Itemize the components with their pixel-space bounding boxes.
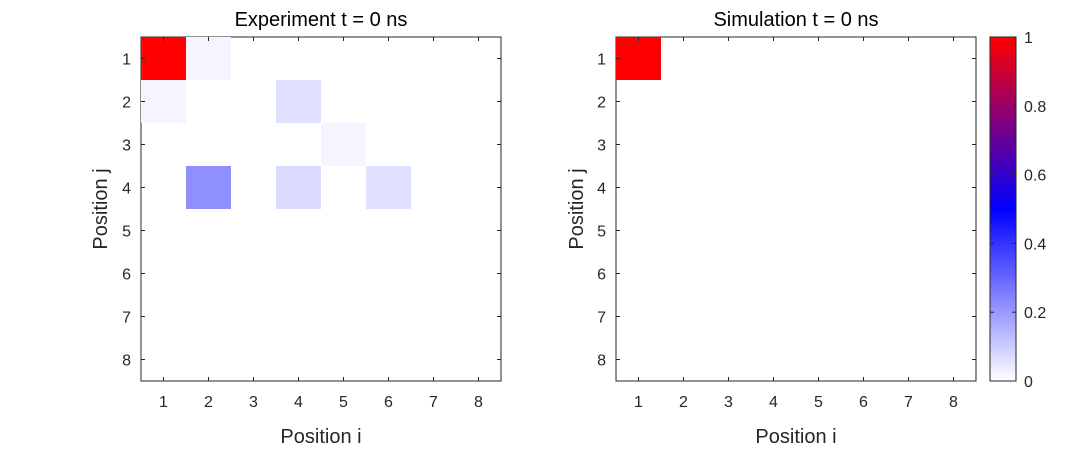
simulation-x-tick-label: 8	[949, 394, 958, 411]
simulation-y-axis-label: Position j	[566, 168, 588, 249]
simulation-x-tick-label: 3	[724, 394, 733, 411]
experiment-cell-6-4	[366, 166, 411, 209]
experiment-cell-4-4	[276, 166, 321, 209]
simulation-y-tick-label: 5	[597, 224, 606, 241]
experiment-x-axis-label: Position i	[280, 426, 361, 448]
simulation-title: Simulation t = 0 ns	[713, 9, 878, 31]
simulation-x-tick-label: 1	[634, 394, 643, 411]
colorbar-gradient	[990, 37, 1016, 381]
experiment-x-tick-label: 4	[294, 394, 303, 411]
colorbar-tick-label: 1	[1024, 30, 1033, 47]
experiment-title: Experiment t = 0 ns	[235, 9, 408, 31]
experiment-y-tick-label: 6	[122, 267, 131, 284]
experiment-y-tick-label: 3	[122, 138, 131, 155]
simulation-ticks: 1 2 3 4 5 6 7 8 1 2 3 4 5 6 7 8	[597, 37, 976, 411]
simulation-x-tick-label: 2	[679, 394, 688, 411]
experiment-y-tick-label: 4	[122, 181, 131, 198]
simulation-x-axis-label: Position i	[755, 426, 836, 448]
colorbar-tick-label: 0	[1024, 374, 1033, 391]
colorbar-tick-label: 0.8	[1024, 99, 1046, 116]
experiment-y-tick-label: 7	[122, 310, 131, 327]
experiment-y-tick-label: 2	[122, 95, 131, 112]
colorbar-ticks: 0 0.2 0.4 0.6 0.8 1	[990, 30, 1046, 391]
experiment-ticks: 1 2 3 4 5 6 7 8 1 2 3 4 5 6 7 8	[122, 37, 501, 411]
simulation-x-tick-label: 4	[769, 394, 778, 411]
experiment-y-tick-label: 5	[122, 224, 131, 241]
simulation-x-tick-label: 5	[814, 394, 823, 411]
colorbar-tick-label: 0.6	[1024, 168, 1046, 185]
experiment-x-tick-label: 5	[339, 394, 348, 411]
experiment-cell-1-2	[141, 80, 186, 123]
experiment-cell-2-4	[186, 166, 231, 209]
colorbar: 0 0.2 0.4 0.6 0.8 1	[989, 30, 1046, 391]
experiment-y-axis-label: Position j	[90, 168, 112, 249]
simulation-axes-frame	[615, 36, 977, 382]
experiment-x-tick-label: 1	[159, 394, 168, 411]
simulation-cells	[616, 37, 661, 80]
simulation-y-tick-label: 7	[597, 310, 606, 327]
colorbar-tick-label: 0.4	[1024, 236, 1046, 253]
experiment-x-tick-label: 8	[474, 394, 483, 411]
colorbar-tick-label: 0.2	[1024, 305, 1046, 322]
colorbar-frame	[989, 36, 1017, 382]
simulation-y-tick-label: 8	[597, 353, 606, 370]
simulation-y-tick-label: 3	[597, 138, 606, 155]
simulation-x-tick-label: 6	[859, 394, 868, 411]
experiment-x-tick-label: 7	[429, 394, 438, 411]
experiment-cell-5-3	[321, 123, 366, 166]
simulation-x-tick-label: 7	[904, 394, 913, 411]
experiment-heatmap-panel: Experiment t = 0 ns 1 2 3 4 5 6 7 8 1 2 3 4 5 6 7 8 Pos…	[90, 9, 502, 448]
simulation-y-tick-label: 2	[597, 95, 606, 112]
simulation-y-tick-label: 4	[597, 181, 606, 198]
experiment-x-tick-label: 3	[249, 394, 258, 411]
simulation-y-tick-label: 6	[597, 267, 606, 284]
experiment-x-tick-label: 6	[384, 394, 393, 411]
experiment-y-tick-label: 8	[122, 353, 131, 370]
simulation-cell-1-1	[616, 37, 661, 80]
experiment-cell-4-2	[276, 80, 321, 123]
experiment-cell-1-1	[141, 37, 186, 80]
simulation-heatmap-panel: Simulation t = 0 ns 1 2 3 4 5 6 7 8 1 2 3 4 5 6 7 8 Pos…	[566, 9, 977, 448]
experiment-y-tick-label: 1	[122, 52, 131, 69]
experiment-cell-2-1	[186, 37, 231, 80]
simulation-y-tick-label: 1	[597, 52, 606, 69]
experiment-cells	[141, 37, 411, 209]
experiment-x-tick-label: 2	[204, 394, 213, 411]
